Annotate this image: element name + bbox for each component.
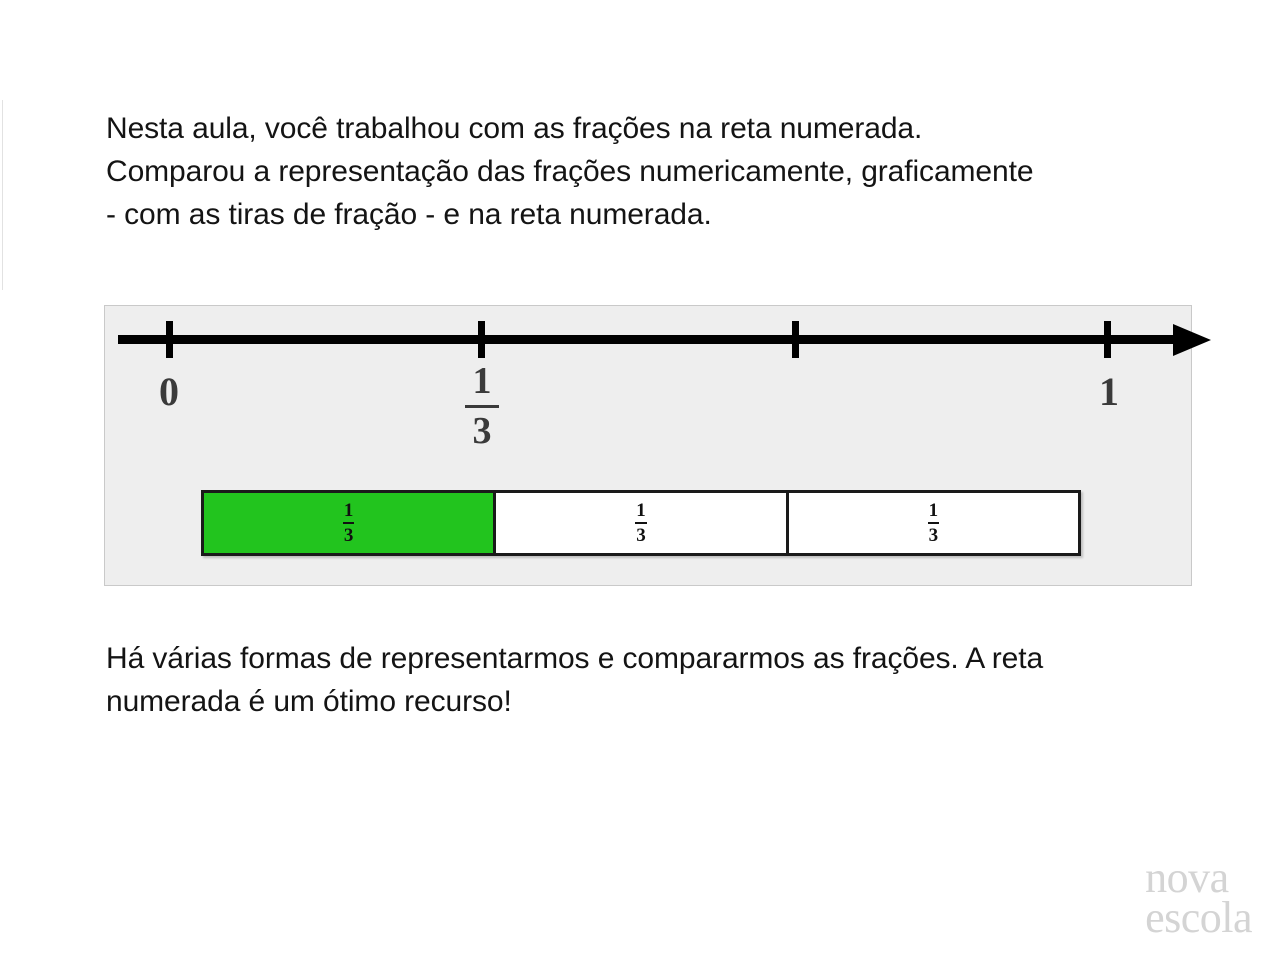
closing-paragraph: Há várias formas de representarmos e com… <box>106 642 1044 718</box>
slide-left-edge-rule <box>2 100 3 290</box>
right-arrow-icon <box>1173 324 1211 356</box>
number-line-tick-0 <box>166 321 173 358</box>
fraction-illustration-panel: 0 1 3 1 1 3 1 3 <box>104 305 1211 586</box>
fraction-one-third: 1 3 <box>635 499 647 546</box>
fraction-bar-rule <box>465 405 499 408</box>
number-line: 0 1 3 1 <box>105 306 1211 466</box>
fraction-strip-segment: 1 3 <box>204 493 497 553</box>
number-line-label-one-third: 1 3 <box>465 362 499 450</box>
number-line-label-0: 0 <box>159 369 179 414</box>
fraction-strip-segment: 1 3 <box>496 493 789 553</box>
nova-escola-logo: nova escola <box>1145 853 1252 942</box>
logo-line-escola: escola <box>1145 893 1252 942</box>
number-line-tick-two-thirds <box>792 321 799 358</box>
number-line-label-1: 1 <box>1099 369 1119 414</box>
number-line-axis <box>118 335 1178 344</box>
number-line-tick-1 <box>1104 321 1111 358</box>
fraction-one-third: 1 3 <box>342 499 355 546</box>
fraction-one-third-stacked: 1 3 <box>465 362 499 450</box>
fraction-strip-segment: 1 3 <box>788 493 1078 553</box>
fraction-strip: 1 3 1 3 1 3 <box>201 490 1081 556</box>
number-line-tick-one-third <box>478 321 485 358</box>
intro-paragraph: Nesta aula, você trabalhou com as fraçõe… <box>106 112 1034 231</box>
fraction-one-third: 1 3 <box>927 499 940 546</box>
logo-line-nova: nova <box>1145 853 1229 902</box>
